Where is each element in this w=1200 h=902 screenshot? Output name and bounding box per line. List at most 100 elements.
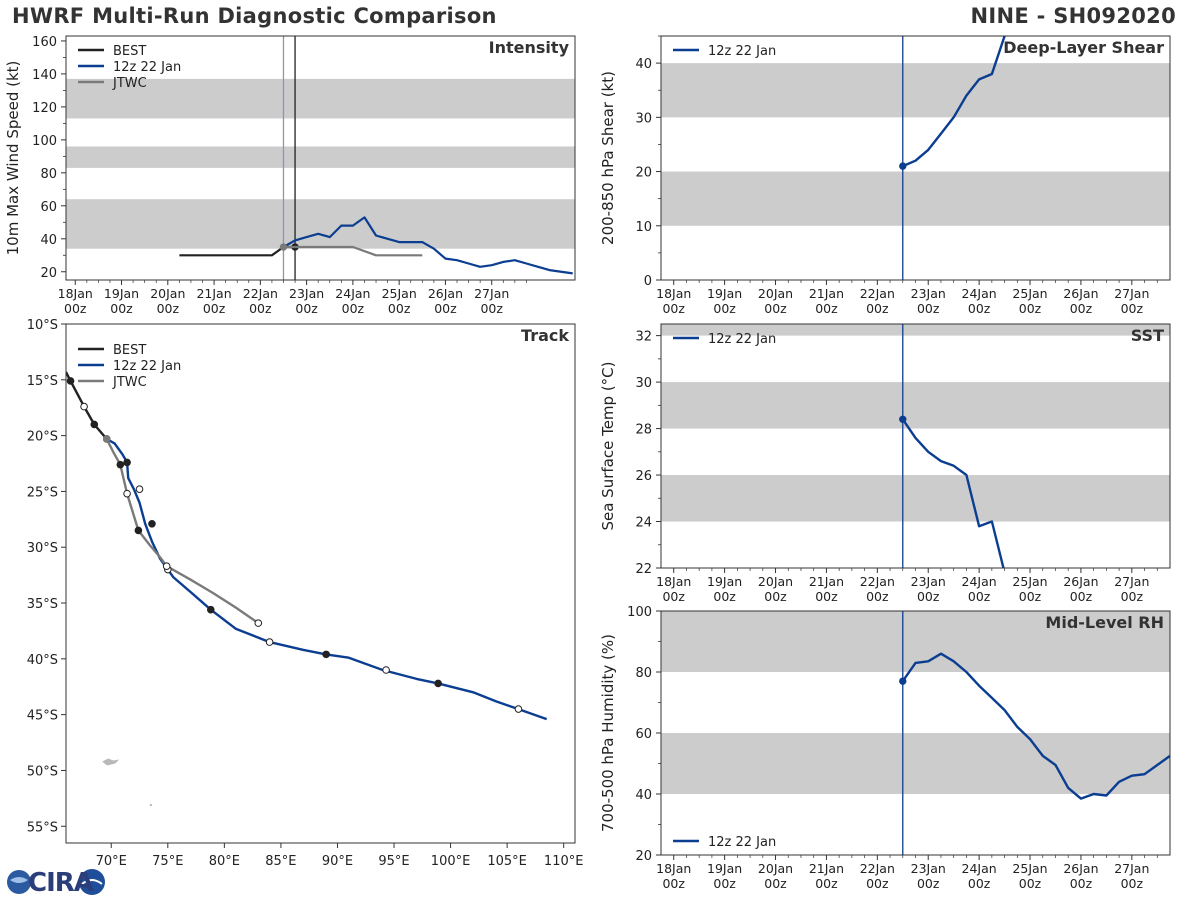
intensity-ytick-label-2: 60 (40, 200, 57, 215)
rh-xtick-hour-6: 00z (968, 876, 991, 891)
intensity-series-2 (283, 245, 423, 257)
intensity-xtick-day-1: 19Jan (104, 286, 139, 301)
track-legend-label-0: BEST (113, 343, 146, 358)
rh-xtick-hour-4: 00z (866, 876, 889, 891)
track-legend-label-1: 12z 22 Jan (113, 359, 181, 374)
shear-xtick-day-9: 27Jan (1114, 286, 1149, 301)
track-ytick-label-4: 30°S (27, 541, 58, 556)
rh-xtick-hour-8: 00z (1070, 876, 1093, 891)
rh-xtick-hour-7: 00z (1019, 876, 1042, 891)
intensity-ytick-label-5: 120 (32, 101, 57, 116)
track-ytick-label-3: 25°S (27, 485, 58, 500)
shear-xtick-day-1: 19Jan (707, 286, 742, 301)
intensity-xtick-day-0: 18Jan (58, 286, 93, 301)
sst-xtick-hour-3: 00z (815, 589, 838, 604)
sst-panel-title: SST (1131, 326, 1164, 345)
shear-xtick-day-8: 26Jan (1063, 286, 1098, 301)
intensity-xtick-day-7: 25Jan (382, 286, 417, 301)
rh-xtick-day-9: 27Jan (1114, 861, 1149, 876)
sst-ytick-label-0: 22 (635, 562, 652, 577)
shear-xtick-day-6: 24Jan (962, 286, 997, 301)
shear-xtick-hour-6: 00z (968, 301, 991, 316)
track-frame (65, 323, 576, 844)
sst-ytick-label-3: 28 (635, 423, 652, 438)
intensity-xtick-hour-5: 00z (295, 301, 318, 316)
sst-xtick-hour-2: 00z (764, 589, 787, 604)
intensity-xtick-hour-4: 00z (249, 301, 272, 316)
track-marker-0-1 (80, 402, 88, 411)
globe-icon (7, 869, 105, 895)
track-ytick-label-9: 55°S (27, 820, 58, 835)
sst-xtick-hour-6: 00z (968, 589, 991, 604)
sst-ytick-label-5: 32 (635, 330, 652, 345)
shear-panel-title: Deep-Layer Shear (1003, 38, 1164, 57)
sst-xtick-hour-5: 00z (917, 589, 940, 604)
sst-xtick-hour-8: 00z (1070, 589, 1093, 604)
rh-xtick-day-5: 23Jan (911, 861, 946, 876)
track-marker-1-2 (148, 519, 156, 528)
track-xtick-label-1: 75°E (152, 854, 183, 869)
sst-xtick-day-8: 26Jan (1063, 574, 1098, 589)
shear-band-1 (661, 63, 1170, 118)
track-marker-1-7 (382, 666, 390, 674)
intensity-band-0 (66, 199, 575, 249)
intensity-marker-2-0 (279, 243, 288, 251)
sst-xtick-day-3: 21Jan (809, 574, 844, 589)
intensity-legend-label-2: JTWC (112, 76, 147, 91)
shear-xtick-day-0: 18Jan (656, 286, 691, 301)
sst-xtick-day-1: 19Jan (707, 574, 742, 589)
track-xtick-label-5: 95°E (378, 854, 409, 869)
shear-xtick-day-5: 23Jan (911, 286, 946, 301)
sst-xtick-hour-1: 00z (713, 589, 736, 604)
track-legend-label-2: JTWC (112, 375, 147, 390)
sst-legend-label-0: 12z 22 Jan (708, 332, 776, 347)
track-marker-2-4 (162, 562, 171, 571)
track-xtick-label-2: 80°E (209, 854, 240, 869)
intensity-xtick-hour-2: 00z (157, 301, 180, 316)
sst-xtick-day-4: 22Jan (860, 574, 895, 589)
intensity-ytick-label-3: 80 (40, 167, 57, 182)
rh-legend-label-0: 12z 22 Jan (708, 835, 776, 850)
intensity-xtick-day-5: 23Jan (289, 286, 324, 301)
rh-xtick-day-2: 20Jan (758, 861, 793, 876)
track-marker-1-0 (123, 458, 131, 467)
intensity-xtick-hour-8: 00z (434, 301, 457, 316)
sst-xtick-day-5: 23Jan (911, 574, 946, 589)
intensity-xtick-hour-6: 00z (342, 301, 365, 316)
shear-ytick-label-0: 0 (644, 274, 652, 289)
track-marker-0-0 (66, 377, 75, 385)
rh-ytick-label-3: 80 (635, 666, 652, 681)
rh-panel-title: Mid-Level RH (1045, 613, 1164, 632)
track-ytick-label-6: 40°S (27, 653, 58, 668)
cira-logo: CIRA (4, 866, 108, 898)
sst-marker-0-0 (899, 415, 907, 423)
track-marker-1-1 (135, 485, 144, 493)
track-xtick-label-0: 70°E (96, 854, 127, 869)
track-marker-1-6 (322, 650, 330, 659)
intensity-frame (65, 35, 576, 281)
track-marker-1-4 (206, 605, 215, 614)
intensity-xtick-hour-3: 00z (203, 301, 226, 316)
rh-xtick-hour-9: 00z (1121, 876, 1144, 891)
track-plot-area (66, 324, 575, 843)
intensity-xtick-hour-7: 00z (388, 301, 411, 316)
intensity-band-1 (66, 146, 575, 168)
rh-xtick-day-0: 18Jan (656, 861, 691, 876)
shear-xtick-hour-8: 00z (1070, 301, 1093, 316)
track-ytick-label-1: 15°S (27, 374, 58, 389)
shear-xtick-hour-3: 00z (815, 301, 838, 316)
intensity-xtick-day-8: 26Jan (428, 286, 463, 301)
rh-marker-0-0 (899, 677, 907, 685)
rh-xtick-hour-1: 00z (713, 876, 736, 891)
intensity-ytick-label-6: 140 (32, 68, 57, 83)
shear-series-0 (902, 36, 1006, 168)
track-marker-1-9 (514, 705, 523, 713)
shear-xtick-hour-1: 00z (713, 301, 736, 316)
track-xtick-label-8: 110°E (544, 854, 584, 869)
track-marker-2-5 (254, 619, 263, 627)
track-xtick-label-4: 90°E (322, 854, 353, 869)
shear-xtick-hour-4: 00z (866, 301, 889, 316)
sst-xtick-day-0: 18Jan (656, 574, 691, 589)
sst-xtick-hour-0: 00z (662, 589, 685, 604)
